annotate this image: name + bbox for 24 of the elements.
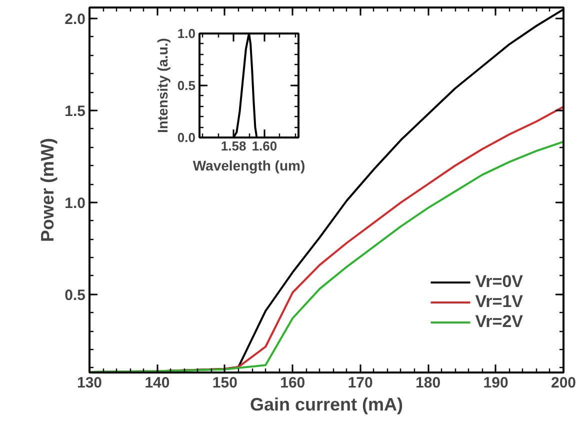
legend-label: Vr=2V	[475, 312, 523, 332]
x-tick-label: 130	[76, 374, 102, 392]
y-axis-title: Power (mW)	[38, 138, 58, 242]
legend-label: Vr=1V	[475, 292, 523, 312]
x-tick-label: 180	[416, 374, 441, 392]
y-tick-label: 0.5	[64, 286, 86, 304]
x-tick-label: 160	[280, 374, 306, 392]
x-tick-label: 170	[348, 374, 373, 392]
x-tick-label: 150	[212, 374, 238, 392]
x-axis-title: Gain current (mA)	[250, 394, 404, 414]
y-tick-label: 1.0	[64, 194, 86, 212]
y-axis-title: Intensity (a.u.)	[154, 38, 170, 133]
y-tick-label: 0.0	[177, 130, 196, 145]
y-tick-label: 2.0	[64, 11, 86, 28]
x-tick-label: 190	[483, 374, 508, 392]
y-tick-label: 1.5	[64, 102, 86, 120]
x-tick-label: 200	[550, 374, 576, 392]
x-tick-label: 140	[144, 374, 170, 392]
y-tick-label: 0.5	[177, 78, 196, 93]
x-axis-title: Wavelength (um)	[192, 158, 306, 174]
y-tick-label: 1.0	[177, 26, 196, 41]
x-tick-label: 1.58	[220, 138, 246, 154]
legend-label: Vr=0V	[475, 272, 523, 292]
x-tick-label: 1.60	[252, 138, 278, 154]
